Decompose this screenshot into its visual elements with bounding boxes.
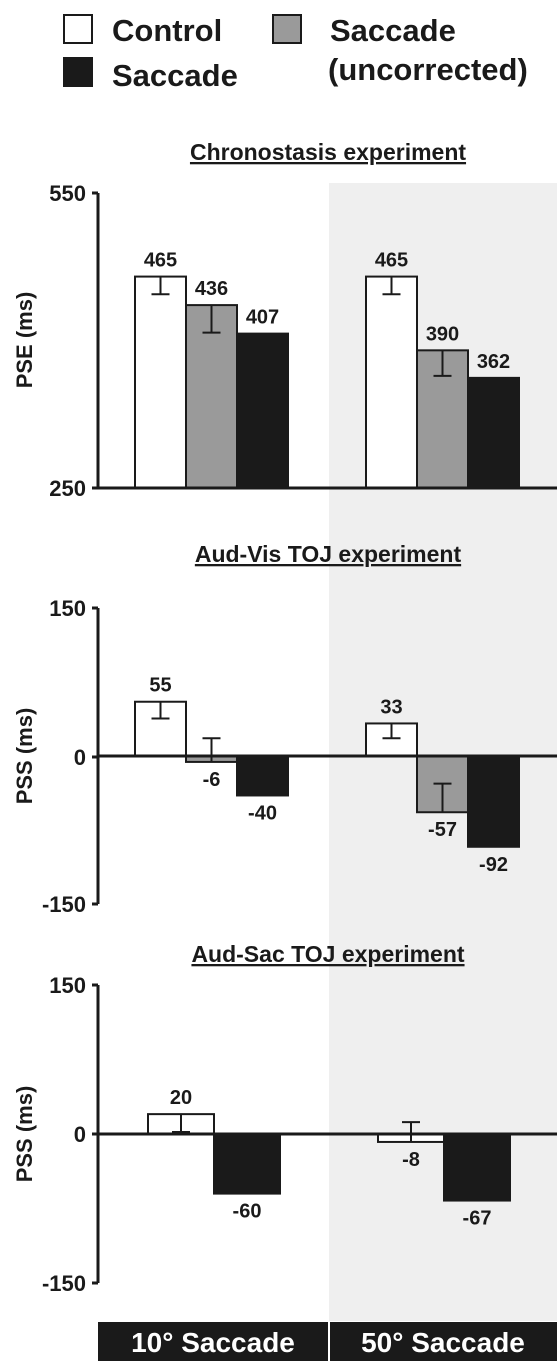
legend: Control Saccade (uncorrected) Saccade <box>63 13 528 93</box>
y-tick-label: 150 <box>49 596 86 621</box>
footer-bar <box>98 1322 557 1361</box>
chart-panel-3: Aud-Sac TOJ experiment PSS (ms) 150 0 -150 20… <box>12 941 557 1296</box>
value-label: -67 <box>463 1208 492 1230</box>
legend-swatch-saccade-uncorrected <box>272 14 302 44</box>
legend-label-saccade-uncorrected: Saccade <box>330 13 456 48</box>
value-label: -57 <box>428 819 457 841</box>
chart-panel-2: Aud-Vis TOJ experiment PSS (ms) 150 0 -150 55… <box>12 541 557 917</box>
value-label: 33 <box>380 696 402 718</box>
value-label: 407 <box>246 307 279 329</box>
value-label: 20 <box>170 1087 192 1109</box>
condition-label-50-saccade: 50° Saccade <box>361 1327 525 1358</box>
value-label: -6 <box>203 769 221 791</box>
legend-label-control: Control <box>112 13 222 48</box>
legend-swatch-saccade <box>63 57 93 87</box>
y-axis-title: PSS (ms) <box>12 708 37 805</box>
y-tick-label: 0 <box>74 1122 86 1147</box>
y-tick-label: 150 <box>49 973 86 998</box>
bar-control-50 <box>365 722 418 758</box>
value-label: 55 <box>149 675 171 697</box>
y-tick-label: 250 <box>49 476 86 501</box>
value-label: 465 <box>144 250 177 272</box>
y-tick-label: 0 <box>74 745 86 770</box>
value-label: 436 <box>195 278 228 300</box>
panel-title: Aud-Vis TOJ experiment <box>195 541 462 567</box>
bar-control-50 <box>365 275 418 490</box>
legend-sublabel-uncorrected: (uncorrected) <box>328 52 528 87</box>
legend-swatch-control <box>63 14 93 44</box>
chart-panel-1: Chronostasis experiment PSE (ms) 550 250 465… <box>12 139 557 501</box>
condition-label-10-saccade: 10° Saccade <box>131 1327 295 1358</box>
value-label: -8 <box>402 1149 420 1171</box>
value-label: 465 <box>375 250 408 272</box>
value-label: -92 <box>479 854 508 876</box>
bar-control-10 <box>134 275 187 490</box>
value-label: -60 <box>233 1201 262 1223</box>
y-axis-title: PSE (ms) <box>12 292 37 389</box>
y-tick-label: 550 <box>49 181 86 206</box>
value-label: 390 <box>426 323 459 345</box>
bar-saccade-10 <box>236 332 289 489</box>
y-tick-label: -150 <box>42 892 86 917</box>
y-axis-title: PSS (ms) <box>12 1086 37 1183</box>
y-tick-label: -150 <box>42 1271 86 1296</box>
panel-title: Aud-Sac TOJ experiment <box>191 941 464 967</box>
condition-footer: 10° Saccade 50° Saccade <box>98 1322 557 1361</box>
legend-label-saccade: Saccade <box>112 58 238 93</box>
panel-title: Chronostasis experiment <box>190 139 466 165</box>
value-label: -40 <box>248 802 277 824</box>
value-label: 362 <box>477 351 510 373</box>
